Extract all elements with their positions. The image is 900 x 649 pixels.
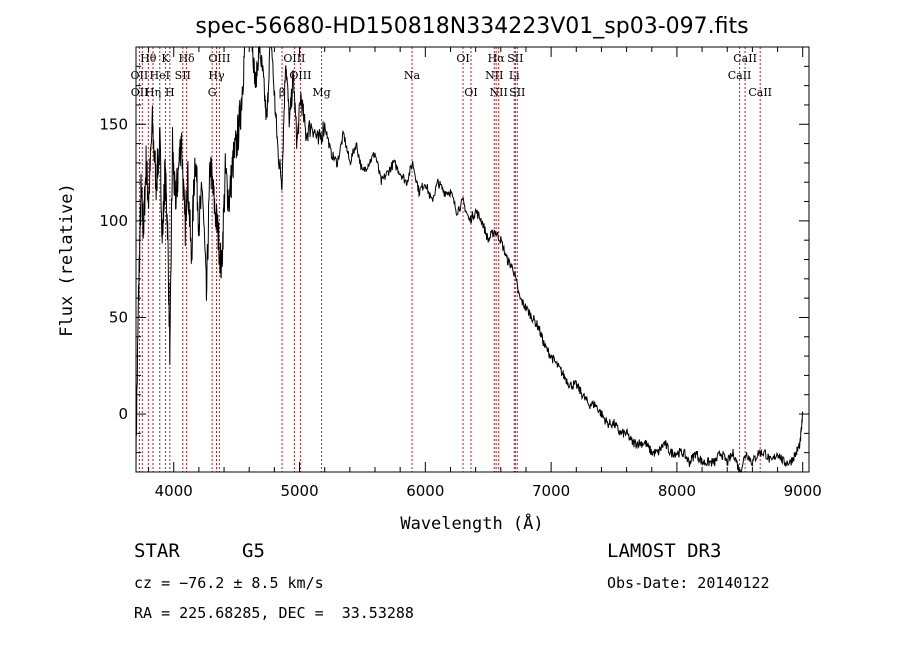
line-label: H [165,86,175,99]
line-label: Hγ [208,69,225,82]
redshift-cz: cz = −76.2 ± 8.5 km/s [134,574,324,592]
x-axis-label: Wavelength (Å) [400,512,543,534]
line-label: NII [485,69,503,82]
x-tick-label: 4000 [155,482,193,500]
line-label: CaII [728,69,752,82]
line-label: Hδ [178,52,195,65]
line-label: Hθ [140,52,157,65]
observation-date: Obs-Date: 20140122 [607,574,770,592]
x-tick-label: 6000 [406,482,444,500]
line-label: β [279,86,285,99]
line-label: OIII [283,52,305,65]
line-label: OII [131,86,149,99]
spectral-line-markers [138,47,761,472]
coordinates: RA = 225.68285, DEC = 33.53288 [134,604,414,622]
line-label: Hα [488,52,506,65]
x-tick-label: 7000 [532,482,570,500]
line-label: OI [464,86,477,99]
line-label: G [208,86,217,99]
line-label: SII [507,52,523,65]
line-label: NII [490,86,508,99]
line-label: Mg [312,86,330,99]
y-axis-label: Flux (relative) [57,183,77,337]
line-label: CaII [748,86,772,99]
line-label: SII [509,86,525,99]
y-axis: 0 50 100 150 [99,65,809,454]
line-label: Li [509,69,520,82]
line-label: OII [131,69,149,82]
x-axis: 4000 5000 6000 7000 8000 9000 [148,47,822,500]
chart-title: spec-56680-HD150818N334223V01_sp03-097.f… [195,14,748,39]
y-tick-label: 150 [99,115,128,133]
x-tick-label: 5000 [280,482,318,500]
x-tick-label: 8000 [658,482,696,500]
y-tick-label: 50 [109,308,128,326]
spectrum-line [135,45,804,473]
plot-frame [135,46,810,473]
line-label: OIII [208,52,230,65]
line-label: Hη [145,86,161,99]
line-label: HeI [150,69,170,82]
line-label: OI [456,52,469,65]
line-label: SII [175,69,191,82]
line-label: Na [404,69,421,82]
line-label: CaII [733,52,757,65]
object-subclass: G5 [242,540,265,562]
survey-name: LAMOST DR3 [607,540,722,562]
x-tick-label: 9000 [784,482,822,500]
line-label: K [161,52,170,65]
line-label: OIII [289,69,311,82]
object-type: STAR [134,540,180,562]
y-tick-label: 0 [118,405,128,423]
y-tick-label: 100 [99,212,128,230]
